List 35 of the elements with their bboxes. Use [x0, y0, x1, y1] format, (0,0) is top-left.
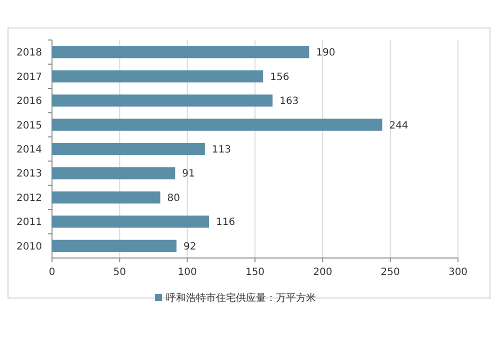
bar	[52, 46, 310, 58]
y-tick-label: 2014	[16, 144, 42, 156]
x-tick-label: 300	[448, 267, 468, 278]
bar	[52, 142, 205, 156]
bar	[52, 118, 382, 131]
data-label: 80	[167, 192, 180, 204]
x-tick-label: 0	[48, 267, 56, 278]
x-tick-label: 150	[245, 267, 265, 278]
y-tick-label: 2017	[16, 72, 42, 83]
y-tick-label: 2016	[16, 96, 42, 108]
data-label: 156	[270, 72, 290, 83]
y-tick-label: 2015	[16, 120, 42, 132]
bar	[52, 70, 264, 82]
x-tick-label: 200	[313, 267, 332, 278]
x-tick-label: 100	[178, 267, 197, 278]
x-tick-label: 50	[113, 267, 126, 278]
data-label: 163	[280, 96, 299, 108]
data-label: 244	[389, 120, 408, 132]
data-label: 92	[184, 241, 196, 252]
y-tick-label: 2010	[16, 241, 42, 252]
y-tick-label: 2018	[16, 48, 42, 59]
legend-label: 呼和浩特市住宅供应量：万平方米	[166, 292, 316, 304]
bar	[52, 94, 273, 107]
bar	[52, 240, 177, 252]
data-label: 190	[316, 48, 336, 59]
bar	[52, 216, 209, 228]
data-label: 116	[216, 217, 236, 228]
bar	[52, 191, 160, 204]
x-tick-label: 250	[380, 267, 400, 278]
data-label: 113	[212, 144, 232, 156]
y-tick-label: 2012	[16, 192, 42, 204]
y-tick-label: 2013	[16, 168, 42, 180]
y-tick-label: 2011	[16, 217, 42, 228]
bar	[52, 167, 176, 180]
data-label: 91	[182, 168, 195, 180]
